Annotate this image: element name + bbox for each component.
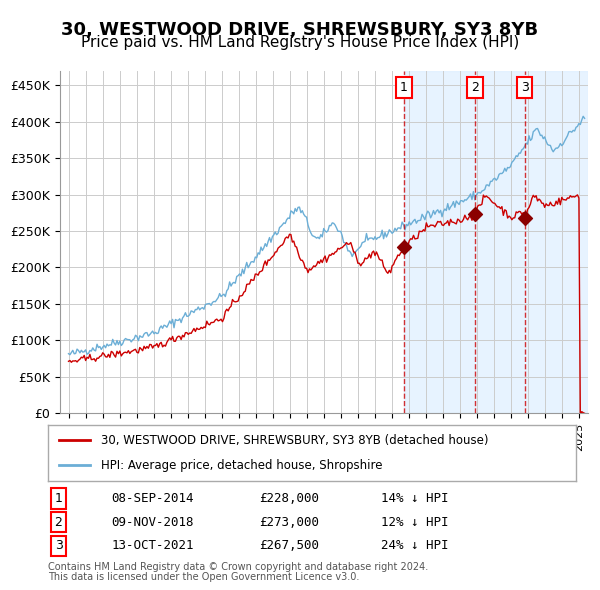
Text: 3: 3 xyxy=(55,539,62,552)
Text: 30, WESTWOOD DRIVE, SHREWSBURY, SY3 8YB (detached house): 30, WESTWOOD DRIVE, SHREWSBURY, SY3 8YB … xyxy=(101,434,488,447)
Text: £228,000: £228,000 xyxy=(259,492,319,505)
Bar xyxy=(404,71,588,413)
Text: 12% ↓ HPI: 12% ↓ HPI xyxy=(380,516,448,529)
Text: This data is licensed under the Open Government Licence v3.0.: This data is licensed under the Open Gov… xyxy=(48,572,359,582)
Text: 30, WESTWOOD DRIVE, SHREWSBURY, SY3 8YB: 30, WESTWOOD DRIVE, SHREWSBURY, SY3 8YB xyxy=(61,21,539,39)
Text: 1: 1 xyxy=(55,492,62,505)
Text: £267,500: £267,500 xyxy=(259,539,319,552)
Point xyxy=(520,214,529,223)
Text: HPI: Average price, detached house, Shropshire: HPI: Average price, detached house, Shro… xyxy=(101,458,382,471)
Text: £273,000: £273,000 xyxy=(259,516,319,529)
Text: Price paid vs. HM Land Registry's House Price Index (HPI): Price paid vs. HM Land Registry's House … xyxy=(81,35,519,50)
Text: 13-OCT-2021: 13-OCT-2021 xyxy=(112,539,194,552)
Text: 14% ↓ HPI: 14% ↓ HPI xyxy=(380,492,448,505)
Text: 24% ↓ HPI: 24% ↓ HPI xyxy=(380,539,448,552)
Text: 3: 3 xyxy=(521,81,529,94)
Point xyxy=(399,242,409,252)
Text: 2: 2 xyxy=(55,516,62,529)
Text: Contains HM Land Registry data © Crown copyright and database right 2024.: Contains HM Land Registry data © Crown c… xyxy=(48,562,428,572)
Text: 08-SEP-2014: 08-SEP-2014 xyxy=(112,492,194,505)
Text: 1: 1 xyxy=(400,81,408,94)
Text: 2: 2 xyxy=(471,81,479,94)
Point xyxy=(470,209,480,219)
Text: 09-NOV-2018: 09-NOV-2018 xyxy=(112,516,194,529)
